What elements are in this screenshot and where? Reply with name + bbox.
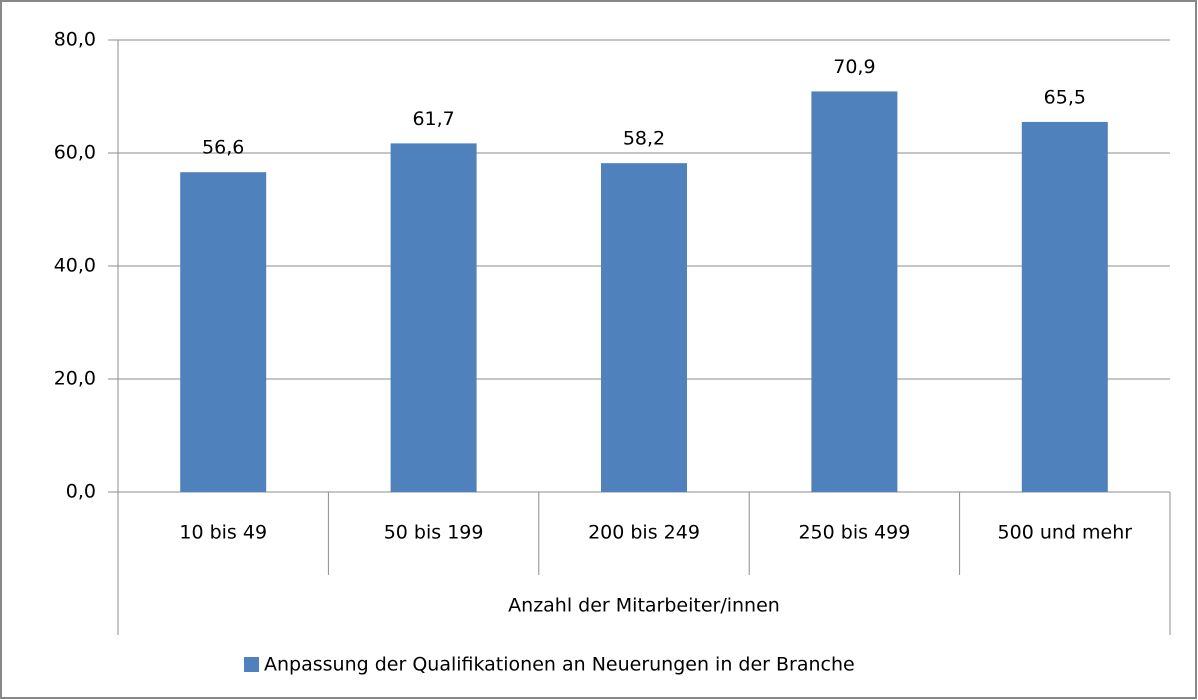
- bar: [1021, 121, 1108, 493]
- x-tick-label: 200 bis 249: [588, 522, 700, 544]
- legend-label: Anpassung der Qualifikationen an Neuerun…: [264, 654, 855, 676]
- y-tick-label: 20,0: [54, 368, 96, 390]
- x-axis-label: Anzahl der Mitarbeiter/innen: [508, 595, 780, 617]
- y-tick-label: 60,0: [54, 142, 96, 164]
- bar: [180, 172, 267, 492]
- x-tick-label: 50 bis 199: [384, 522, 484, 544]
- y-tick-label: 0,0: [66, 481, 96, 503]
- x-tick-label: 10 bis 49: [179, 522, 267, 544]
- data-label: 61,7: [412, 108, 454, 130]
- data-label: 58,2: [623, 128, 665, 150]
- data-label: 56,6: [202, 137, 244, 159]
- data-label: 70,9: [833, 56, 875, 78]
- legend-swatch: [244, 657, 259, 672]
- x-tick-label: 500 und mehr: [998, 522, 1133, 544]
- x-tick-label: 250 bis 499: [798, 522, 910, 544]
- data-label: 65,5: [1044, 86, 1086, 108]
- bar: [390, 143, 477, 492]
- bar: [811, 91, 898, 492]
- bar: [601, 163, 687, 493]
- y-tick-label: 40,0: [54, 255, 96, 277]
- y-tick-label: 80,0: [54, 29, 96, 51]
